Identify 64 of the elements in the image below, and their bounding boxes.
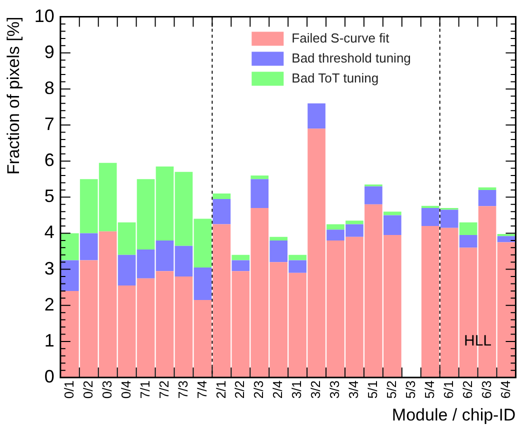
y-tick-label: 5 [44,186,54,206]
bar [250,176,269,180]
y-axis-title: Fraction of pixels [%] [4,16,23,175]
legend-label: Failed S-curve fit [292,30,390,46]
x-tick-label: 5/3 [402,380,418,399]
bar [459,222,478,236]
x-tick-label: 3/4 [346,380,362,399]
bar [459,235,478,248]
legend-label: Bad ToT tuning [292,70,379,86]
bar [326,224,344,230]
x-tick-label: 0/1 [61,380,76,399]
bar [60,260,79,291]
x-tick-label: 6/4 [498,380,513,399]
x-tick-label: 7/1 [137,380,152,399]
x-tick-label: 7/4 [194,380,210,399]
bar [288,254,306,260]
x-tick-label: 3/3 [327,380,342,399]
x-tick-label: 2/3 [251,380,266,399]
y-tick-label: 0 [44,366,54,386]
bar [346,220,364,224]
bar [212,194,231,199]
y-tick-label: 10 [34,6,54,26]
bar [497,234,516,236]
x-tick-label: 2/2 [232,380,248,399]
y-tick-label: 4 [44,222,54,242]
bar [497,236,516,242]
y-tick-label: 2 [44,294,54,314]
x-tick-label: 7/3 [175,380,190,399]
x-tick-label: 5/4 [422,380,437,399]
bar [364,186,382,204]
bar [60,233,79,260]
annotation: HLL [464,332,492,350]
bar [308,103,326,129]
bar [383,215,402,236]
x-tick-label: 0/2 [80,380,96,399]
y-tick-label: 9 [44,42,54,62]
y-tick-label: 3 [44,258,54,278]
y-tick-label: 1 [44,330,54,350]
y-tick-label: 6 [44,150,54,170]
x-tick-label: 2/1 [213,380,228,399]
x-tick-label: 3/1 [289,380,304,399]
x-tick-label: 0/4 [118,380,134,399]
bar [250,179,269,208]
y-tick-label: 8 [44,78,54,98]
x-tick-label: 6/1 [440,380,456,399]
x-tick-label: 3/2 [308,380,324,399]
x-tick-label: 6/3 [478,380,494,399]
bar [478,187,496,190]
x-axis-title: Module / chip-ID [392,405,516,424]
x-tick-label: 6/2 [460,380,475,399]
y-tick-label: 7 [44,114,54,134]
bar [270,236,288,240]
x-tick-label: 5/1 [365,380,380,399]
x-tick-label: 7/2 [156,380,172,399]
x-tick-label: 5/2 [384,380,399,399]
bar [80,233,98,260]
bar [383,212,402,216]
x-tick-label: 2/4 [270,380,286,399]
bar [212,198,231,224]
bar [478,190,496,206]
bar [232,260,250,272]
x-tick-label: 0/3 [99,380,114,399]
legend-label: Bad threshold tuning [292,50,411,66]
bar [232,254,250,260]
